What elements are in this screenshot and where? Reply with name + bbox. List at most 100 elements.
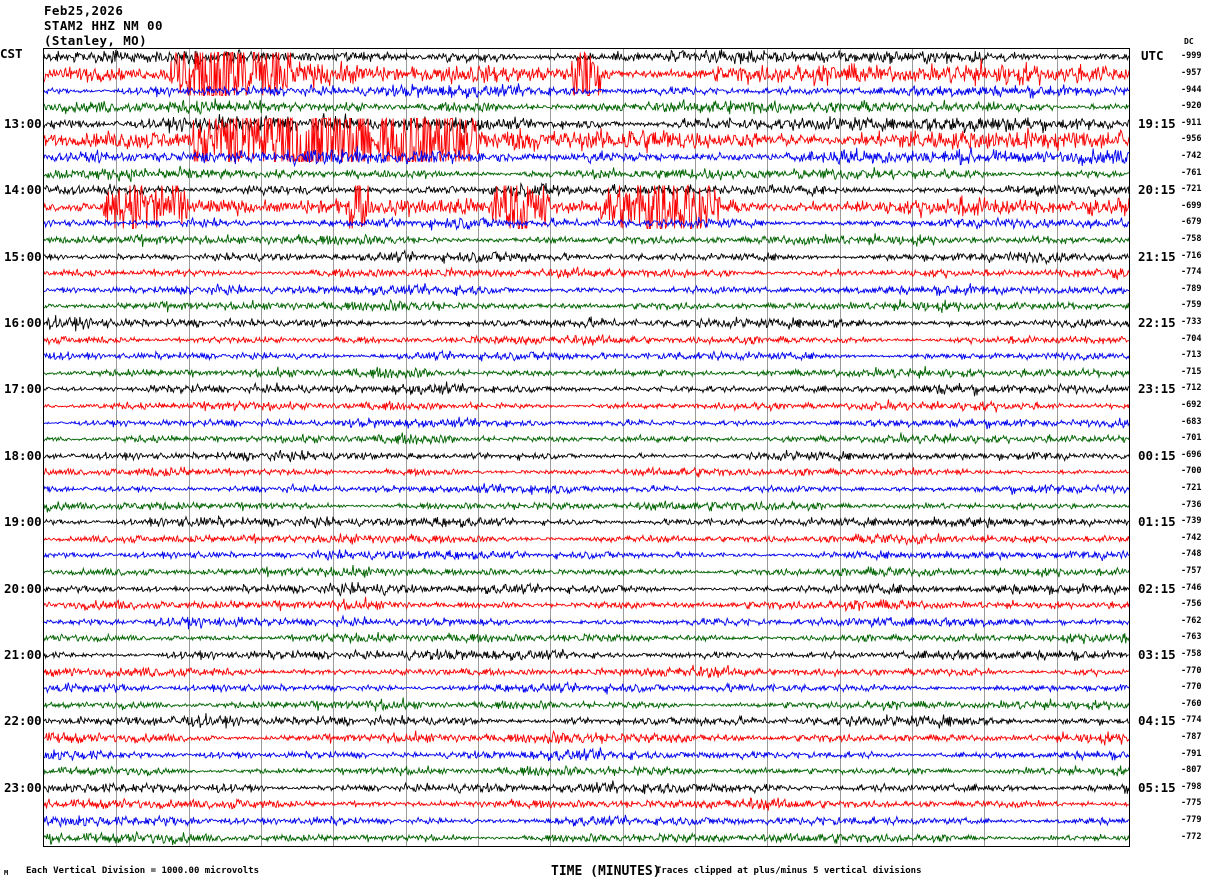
seismic-trace [44, 167, 1129, 213]
dc-column-header: DC [1184, 37, 1194, 46]
corner-mark: M [4, 869, 9, 877]
trace-dc-value: -739 [1181, 516, 1202, 527]
left-axis-timezone-label: CST [0, 46, 23, 61]
seismic-trace [44, 765, 1129, 811]
seismic-trace [44, 84, 1129, 130]
seismic-trace [44, 350, 1129, 396]
cst-hour-label: 22:00 [4, 713, 42, 729]
trace-dc-value: -787 [1181, 732, 1202, 743]
trace-dc-value: -748 [1181, 549, 1202, 560]
trace-dc-value: -696 [1181, 449, 1202, 460]
seismic-trace [44, 283, 1129, 329]
trace-dc-value: -715 [1181, 366, 1202, 377]
trace-dc-value: -733 [1181, 316, 1202, 327]
seismic-trace [44, 151, 1129, 197]
x-axis [43, 845, 1130, 865]
seismic-trace [44, 599, 1129, 645]
seismic-trace [44, 184, 1129, 230]
seismic-trace [44, 549, 1129, 595]
trace-dc-value: -956 [1181, 134, 1202, 145]
cst-hour-label: 16:00 [4, 314, 42, 330]
trace-dc-value: -774 [1181, 715, 1202, 726]
trace-dc-value: -704 [1181, 333, 1202, 344]
utc-hour-label: 05:15 [1138, 779, 1176, 795]
seismic-trace [44, 200, 1129, 246]
trace-dc-value: -760 [1181, 698, 1202, 709]
seismic-trace [44, 267, 1129, 313]
trace-dc-value: -761 [1181, 167, 1202, 178]
trace-dc-value: -920 [1181, 101, 1202, 112]
utc-hour-label: 20:15 [1138, 182, 1176, 198]
trace-dc-value: -798 [1181, 781, 1202, 792]
seismic-trace [44, 366, 1129, 412]
vertical-gridline [767, 49, 769, 846]
trace-dc-value: -742 [1181, 532, 1202, 543]
cst-hour-label: 23:00 [4, 779, 42, 795]
cst-hour-label: 20:00 [4, 580, 42, 596]
trace-dc-value: -758 [1181, 649, 1202, 660]
trace-dc-value: -944 [1181, 84, 1202, 95]
utc-hour-label: 04:15 [1138, 713, 1176, 729]
trace-dc-value: -770 [1181, 665, 1202, 676]
vertical-gridline [695, 49, 696, 846]
trace-dc-value: -762 [1181, 615, 1202, 626]
trace-dc-value: -775 [1181, 798, 1202, 809]
footer-clip-note: Traces clipped at plus/minus 5 vertical … [656, 866, 922, 876]
header-station-code: STAM2 HHZ NM 00 [44, 18, 163, 33]
trace-dc-value: -911 [1181, 117, 1202, 128]
trace-dc-value: -683 [1181, 416, 1202, 427]
seismic-trace [44, 101, 1129, 147]
seismic-trace [44, 532, 1129, 578]
vertical-gridline [550, 49, 552, 846]
seismic-trace [44, 665, 1129, 711]
trace-dc-value: -772 [1181, 831, 1202, 842]
trace-dc-value: -679 [1181, 217, 1202, 228]
trace-dc-value: -774 [1181, 267, 1202, 278]
utc-hour-label: 19:15 [1138, 115, 1176, 131]
seismic-trace [44, 383, 1129, 429]
trace-dc-value: -721 [1181, 184, 1202, 195]
trace-dc-value: -763 [1181, 632, 1202, 643]
vertical-gridline [478, 49, 479, 846]
trace-dc-value: -757 [1181, 566, 1202, 577]
seismic-trace [44, 466, 1129, 512]
seismic-trace [44, 68, 1129, 114]
seismic-trace [44, 732, 1129, 778]
cst-hour-label: 19:00 [4, 514, 42, 530]
helicorder-plot-area[interactable] [43, 48, 1130, 847]
vertical-gridline [839, 49, 841, 846]
trace-dc-value: -742 [1181, 150, 1202, 161]
seismic-trace [44, 416, 1129, 462]
vertical-gridline [333, 49, 335, 846]
cst-hour-label: 13:00 [4, 115, 42, 131]
seismic-trace [44, 483, 1129, 529]
trace-dc-value: -770 [1181, 682, 1202, 693]
seismic-trace [44, 117, 1129, 163]
vertical-gridline [912, 49, 913, 846]
header-date: Feb25,2026 [44, 3, 124, 18]
seismic-trace [44, 698, 1129, 744]
cst-hour-label: 15:00 [4, 248, 42, 264]
seismic-trace [44, 234, 1129, 280]
seismic-trace [44, 51, 1129, 97]
seismic-trace [44, 715, 1129, 761]
seismic-trace [44, 615, 1129, 661]
seismic-trace [44, 815, 1129, 847]
trace-dc-value: -779 [1181, 815, 1202, 826]
footer-scale-note: Each Vertical Division = 1000.00 microvo… [26, 866, 259, 876]
seismic-trace [44, 682, 1129, 728]
seismic-trace [44, 798, 1129, 844]
trace-dc-value: -807 [1181, 765, 1202, 776]
right-axis-timezone-label: UTC [1141, 48, 1164, 63]
trace-dc-value: -712 [1181, 383, 1202, 394]
vertical-gridline [261, 49, 262, 846]
seismic-trace [44, 449, 1129, 495]
trace-dc-value: -692 [1181, 399, 1202, 410]
utc-hour-label: 23:15 [1138, 381, 1176, 397]
cst-hour-label: 14:00 [4, 182, 42, 198]
header-station-location: (Stanley, MO) [44, 33, 148, 48]
utc-hour-label: 03:15 [1138, 647, 1176, 663]
trace-dc-value: -699 [1181, 200, 1202, 211]
cst-hour-label: 18:00 [4, 447, 42, 463]
trace-dc-value: -999 [1181, 51, 1202, 62]
